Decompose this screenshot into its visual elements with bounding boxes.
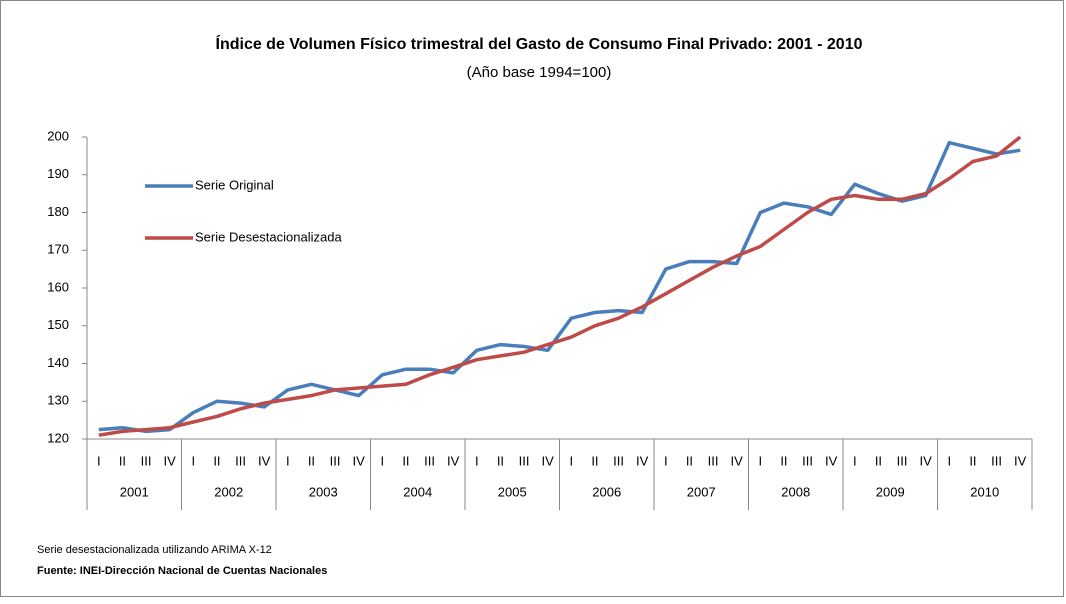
x-tick-label: III xyxy=(897,453,908,468)
chart-title: Índice de Volumen Físico trimestral del … xyxy=(216,34,863,53)
group-label: 2001 xyxy=(120,484,149,499)
x-tick-label: I xyxy=(759,453,763,468)
x-tick-label: III xyxy=(613,453,624,468)
x-tick-label: IV xyxy=(353,453,366,468)
x-tick-label: III xyxy=(708,453,719,468)
x-tick-label: III xyxy=(141,453,152,468)
x-tick-label: IV xyxy=(731,453,744,468)
y-tick-label: 170 xyxy=(47,242,69,257)
x-tick-label: I xyxy=(97,453,101,468)
x-tick-label: II xyxy=(402,453,409,468)
x-tick-label: IV xyxy=(258,453,271,468)
x-tick-label: II xyxy=(780,453,787,468)
x-tick-label: II xyxy=(591,453,598,468)
source: Fuente: INEI-Dirección Nacional de Cuent… xyxy=(37,565,327,577)
x-tick-label: II xyxy=(497,453,504,468)
x-tick-label: IV xyxy=(636,453,649,468)
group-label: 2008 xyxy=(781,484,810,499)
y-tick-label: 190 xyxy=(47,166,69,181)
x-tick-label: IV xyxy=(825,453,838,468)
group-label: 2006 xyxy=(592,484,621,499)
y-tick-label: 120 xyxy=(47,430,69,445)
x-tick-label: II xyxy=(213,453,220,468)
x-tick-label: I xyxy=(192,453,196,468)
x-tick-label: IV xyxy=(1014,453,1027,468)
x-tick-label: IV xyxy=(447,453,460,468)
group-label: 2005 xyxy=(498,484,527,499)
x-tick-label: I xyxy=(475,453,479,468)
legend-label: Serie Original xyxy=(195,177,274,192)
x-tick-label: III xyxy=(330,453,341,468)
group-label: 2003 xyxy=(309,484,338,499)
y-tick-label: 150 xyxy=(47,317,69,332)
group-label: 2004 xyxy=(403,484,432,499)
x-tick-label: IV xyxy=(542,453,555,468)
x-tick-label: III xyxy=(519,453,530,468)
group-label: 2007 xyxy=(687,484,716,499)
footnote: Serie desestacionalizada utilizando ARIM… xyxy=(37,544,272,556)
chart-subtitle: (Año base 1994=100) xyxy=(467,64,612,81)
group-label: 2010 xyxy=(970,484,999,499)
x-tick-label: III xyxy=(235,453,246,468)
x-tick-label: III xyxy=(991,453,1002,468)
y-tick-label: 160 xyxy=(47,279,69,294)
x-tick-label: II xyxy=(875,453,882,468)
x-tick-label: II xyxy=(119,453,126,468)
x-tick-label: I xyxy=(948,453,952,468)
y-tick-label: 180 xyxy=(47,204,69,219)
series-line xyxy=(98,135,1022,437)
x-tick-label: IV xyxy=(920,453,933,468)
y-tick-label: 140 xyxy=(47,355,69,370)
group-label: 2009 xyxy=(876,484,905,499)
x-tick-label: II xyxy=(969,453,976,468)
x-tick-label: II xyxy=(686,453,693,468)
x-tick-label: III xyxy=(424,453,435,468)
x-tick-label: I xyxy=(286,453,290,468)
x-tick-label: IV xyxy=(164,453,177,468)
x-tick-label: I xyxy=(664,453,668,468)
group-label: 2002 xyxy=(214,484,243,499)
x-tick-label: III xyxy=(802,453,813,468)
x-tick-label: I xyxy=(570,453,574,468)
y-tick-label: 200 xyxy=(47,128,69,143)
y-tick-label: 130 xyxy=(47,393,69,408)
x-tick-label: II xyxy=(308,453,315,468)
legend-label: Serie Desestacionalizada xyxy=(195,229,342,244)
x-tick-label: I xyxy=(381,453,385,468)
x-tick-label: I xyxy=(853,453,857,468)
